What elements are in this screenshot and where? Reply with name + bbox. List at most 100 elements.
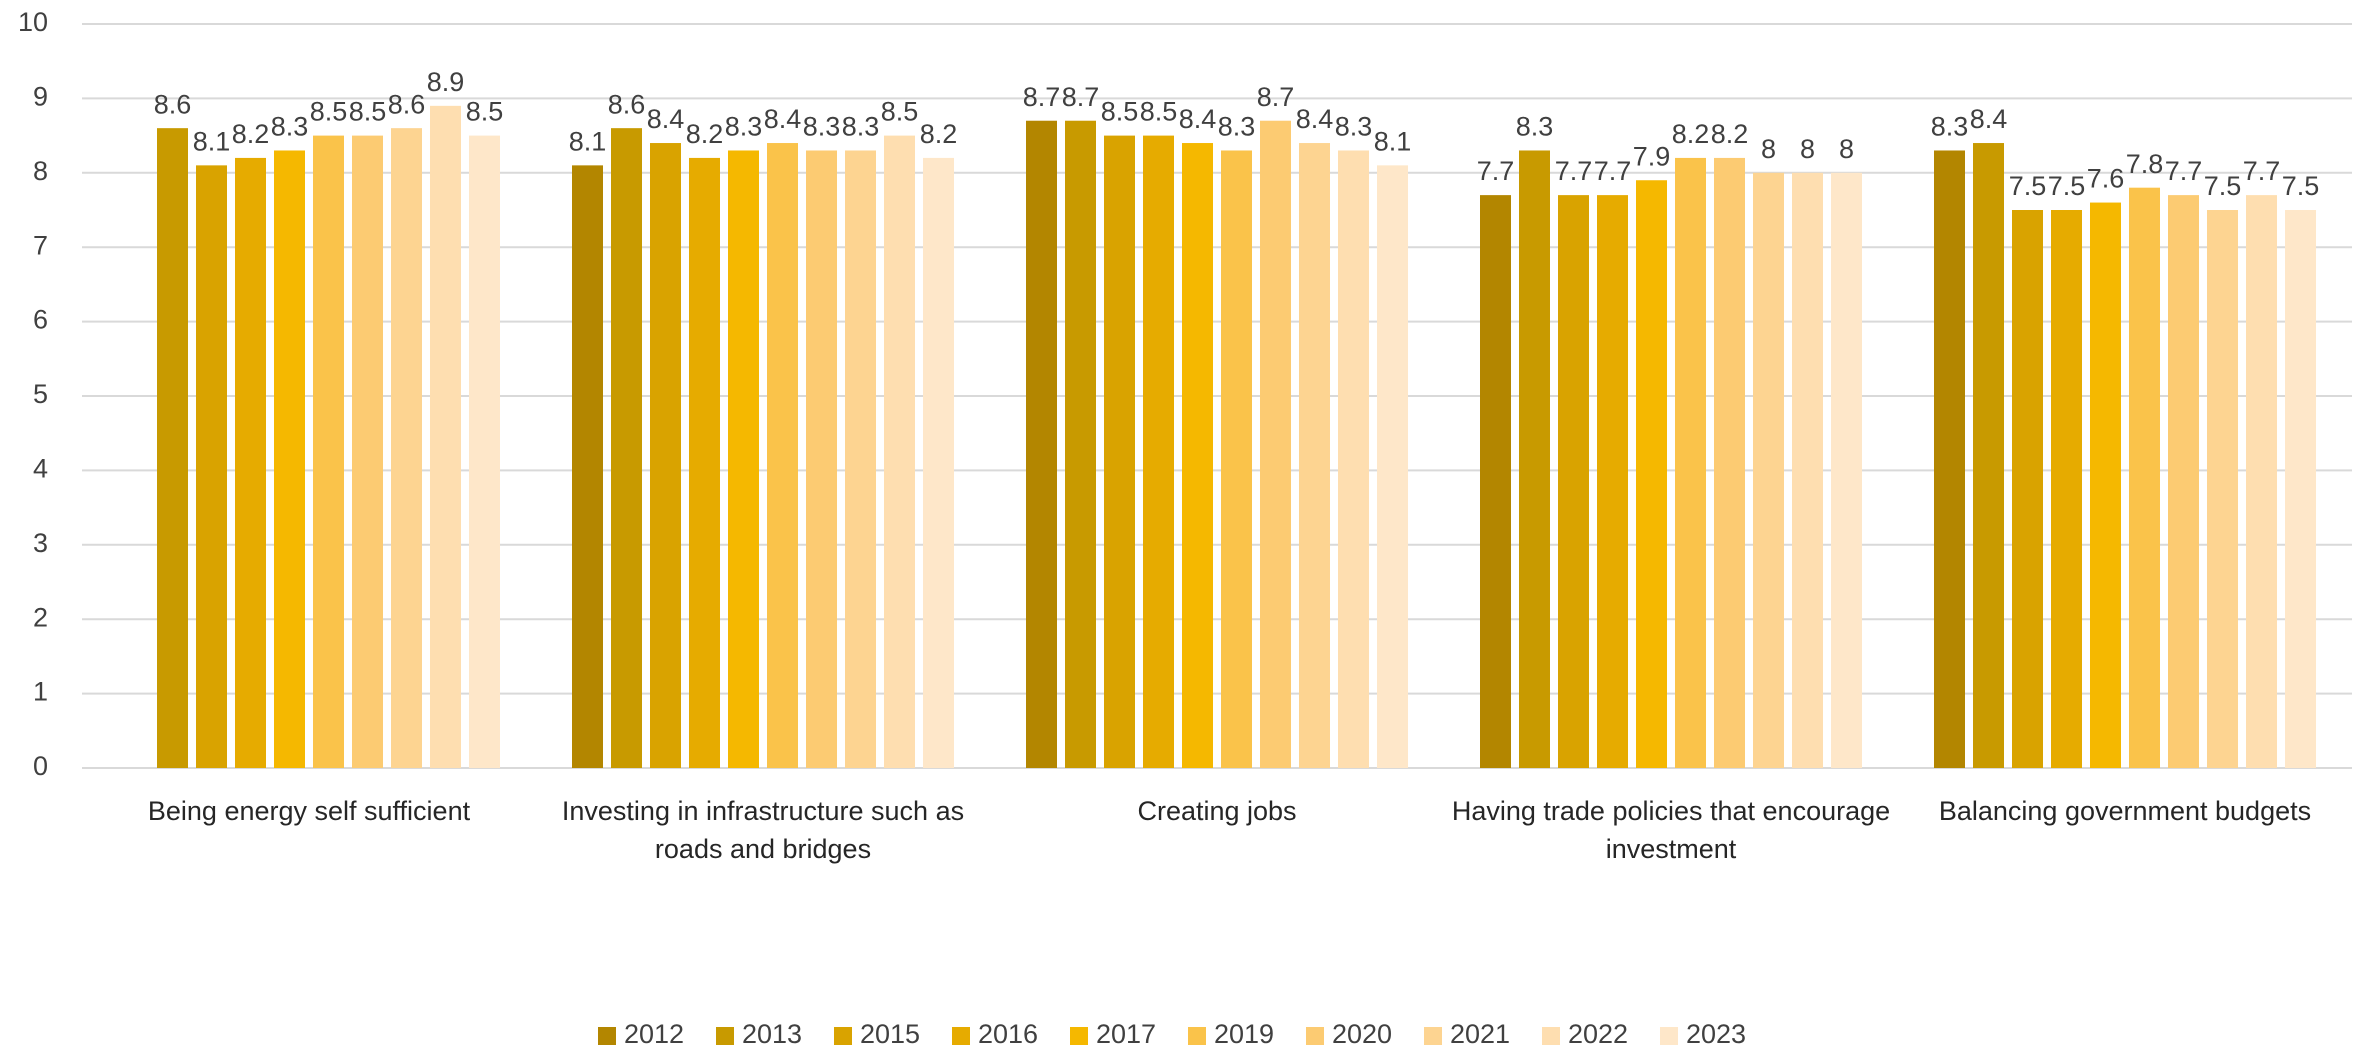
bar	[274, 150, 305, 769]
data-label: 8.5	[466, 97, 504, 127]
data-label: 8.1	[569, 126, 607, 156]
bar	[235, 157, 266, 769]
legend-swatch	[1188, 1027, 1206, 1045]
legend-label: 2022	[1568, 1019, 1628, 1049]
data-label: 7.7	[1555, 156, 1593, 186]
data-label: 7.7	[1594, 156, 1632, 186]
legend-swatch	[716, 1027, 734, 1045]
data-label: 7.9	[1633, 141, 1671, 171]
data-label: 8.7	[1023, 82, 1061, 112]
legend-swatch	[598, 1027, 616, 1045]
data-label: 7.7	[2243, 156, 2281, 186]
x-tick-label: Having trade policies that encourage inv…	[1451, 796, 1891, 864]
data-label: 8.4	[1179, 104, 1217, 134]
data-label: 8.5	[881, 97, 919, 127]
bar	[2168, 195, 2199, 768]
bar	[1597, 195, 1628, 768]
bar	[611, 128, 642, 768]
data-label: 8.2	[1672, 119, 1710, 149]
data-label: 8.1	[193, 126, 231, 156]
bar	[689, 157, 720, 769]
data-label: 7.5	[2282, 171, 2320, 201]
legend-label: 2017	[1096, 1019, 1156, 1049]
bar	[1026, 120, 1057, 769]
y-tick-label: 10	[18, 7, 48, 37]
data-label: 8.4	[1970, 104, 2008, 134]
data-label: 8.3	[725, 112, 763, 142]
data-label: 7.5	[2009, 171, 2047, 201]
y-tick-label: 6	[33, 305, 48, 335]
bar	[1104, 135, 1135, 769]
bar	[1182, 143, 1213, 769]
data-label: 8.1	[1374, 126, 1412, 156]
bar	[313, 135, 344, 769]
legend-label: 2019	[1214, 1019, 1274, 1049]
legend-swatch	[1424, 1027, 1442, 1045]
data-label: 8.3	[1335, 112, 1373, 142]
data-label: 8.5	[349, 97, 387, 127]
bar	[806, 150, 837, 769]
data-label: 8.6	[608, 89, 646, 119]
data-label: 8.3	[803, 112, 841, 142]
y-tick-label: 1	[33, 677, 48, 707]
x-tick-label: Creating jobs	[1137, 796, 1297, 826]
legend-swatch	[1660, 1027, 1678, 1045]
y-tick-label: 0	[33, 751, 48, 781]
bar	[391, 128, 422, 768]
bar	[1260, 120, 1291, 769]
legend-label: 2015	[860, 1019, 920, 1049]
data-label: 7.8	[2126, 149, 2164, 179]
bar	[2129, 187, 2160, 768]
bar	[884, 135, 915, 769]
bar	[2246, 195, 2277, 768]
bar	[2207, 210, 2238, 768]
bar	[1065, 120, 1096, 769]
data-label: 8.6	[154, 89, 192, 119]
y-tick-label: 7	[33, 230, 48, 260]
bar	[1519, 150, 1550, 769]
y-tick-label: 2	[33, 602, 48, 632]
data-label: 8.4	[1296, 104, 1334, 134]
legend-label: 2016	[978, 1019, 1038, 1049]
bar	[1753, 172, 1784, 769]
data-label: 8	[1761, 134, 1776, 164]
bar	[1792, 172, 1823, 769]
data-label: 8.4	[764, 104, 802, 134]
data-label: 8.3	[1931, 112, 1969, 142]
bar	[923, 157, 954, 769]
bar	[1714, 157, 1745, 769]
data-label: 8.2	[1711, 119, 1749, 149]
data-label: 7.6	[2087, 164, 2125, 194]
bar	[352, 135, 383, 769]
data-label: 8.3	[1516, 112, 1554, 142]
y-tick-label: 4	[33, 454, 48, 484]
bar	[1934, 150, 1965, 769]
bar	[2012, 210, 2043, 768]
legend-label: 2023	[1686, 1019, 1746, 1049]
legend-swatch	[834, 1027, 852, 1045]
x-tick-label: Investing in infrastructure such as road…	[561, 796, 965, 864]
bar	[1675, 157, 1706, 769]
legend-swatch	[1306, 1027, 1324, 1045]
legend-label: 2012	[624, 1019, 684, 1049]
bar	[1831, 172, 1862, 769]
bar	[196, 165, 227, 769]
data-label: 8.2	[920, 119, 958, 149]
data-label: 8.5	[1140, 97, 1178, 127]
legend-label: 2020	[1332, 1019, 1392, 1049]
data-label: 7.7	[1477, 156, 1515, 186]
data-label: 8.6	[388, 89, 426, 119]
data-label: 8.2	[232, 119, 270, 149]
legend-swatch	[1070, 1027, 1088, 1045]
data-label: 8.5	[310, 97, 348, 127]
bar	[1299, 143, 1330, 769]
data-label: 7.7	[2165, 156, 2203, 186]
bar	[1377, 165, 1408, 769]
data-label: 7.5	[2204, 171, 2242, 201]
data-label: 8	[1800, 134, 1815, 164]
bar	[1558, 195, 1589, 768]
bar	[2090, 202, 2121, 768]
data-label: 8.7	[1257, 82, 1295, 112]
